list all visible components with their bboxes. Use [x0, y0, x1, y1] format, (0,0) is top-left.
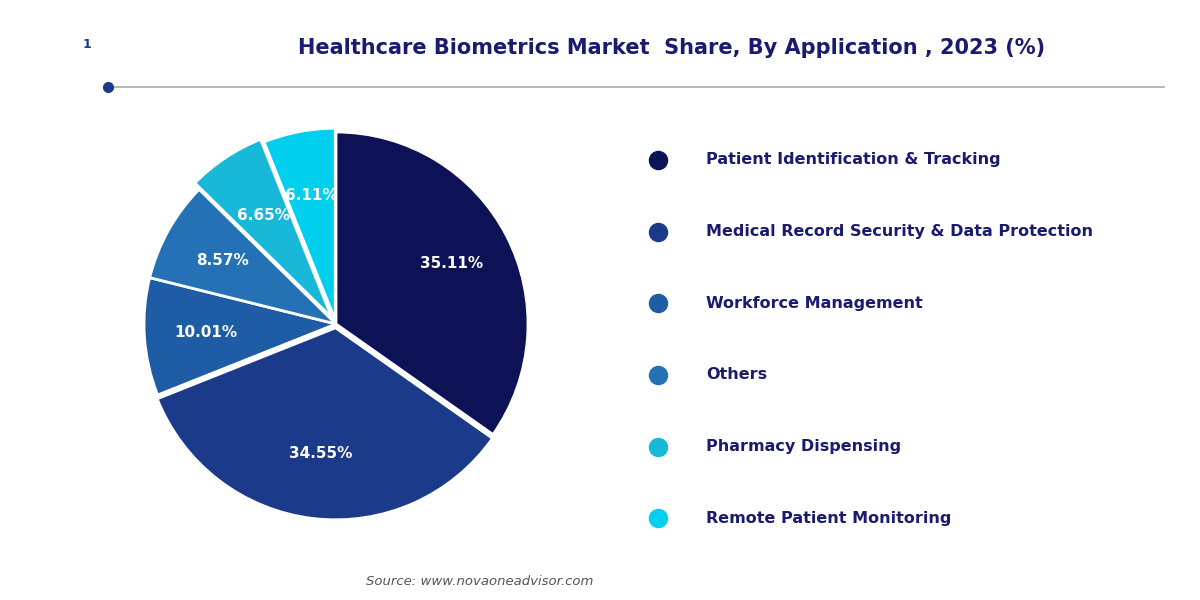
Text: 10.01%: 10.01% [174, 325, 238, 340]
FancyBboxPatch shape [71, 23, 103, 67]
Text: Source: www.novaoneadvisor.com: Source: www.novaoneadvisor.com [366, 575, 594, 588]
Text: 1: 1 [82, 38, 91, 52]
Wedge shape [144, 278, 336, 395]
Text: 6.11%: 6.11% [286, 188, 337, 203]
Text: ADVISOR: ADVISOR [107, 38, 170, 52]
Text: Medical Record Security & Data Protection: Medical Record Security & Data Protectio… [706, 224, 1093, 239]
Text: 8.57%: 8.57% [196, 253, 248, 268]
Wedge shape [336, 132, 528, 434]
Text: Others: Others [706, 367, 767, 382]
Wedge shape [194, 139, 331, 317]
Wedge shape [150, 190, 336, 324]
Text: Remote Patient Monitoring: Remote Patient Monitoring [706, 511, 952, 526]
Text: Healthcare Biometrics Market  Share, By Application , 2023 (%): Healthcare Biometrics Market Share, By A… [299, 38, 1045, 58]
Wedge shape [157, 328, 492, 520]
Text: 6.65%: 6.65% [238, 208, 290, 223]
Text: Patient Identification & Tracking: Patient Identification & Tracking [706, 152, 1001, 167]
Text: Workforce Management: Workforce Management [706, 296, 923, 311]
Text: Pharmacy Dispensing: Pharmacy Dispensing [706, 439, 901, 454]
Wedge shape [264, 128, 335, 320]
Text: 35.11%: 35.11% [420, 256, 484, 271]
Text: NOVA: NOVA [22, 38, 61, 52]
Text: 34.55%: 34.55% [289, 446, 353, 461]
